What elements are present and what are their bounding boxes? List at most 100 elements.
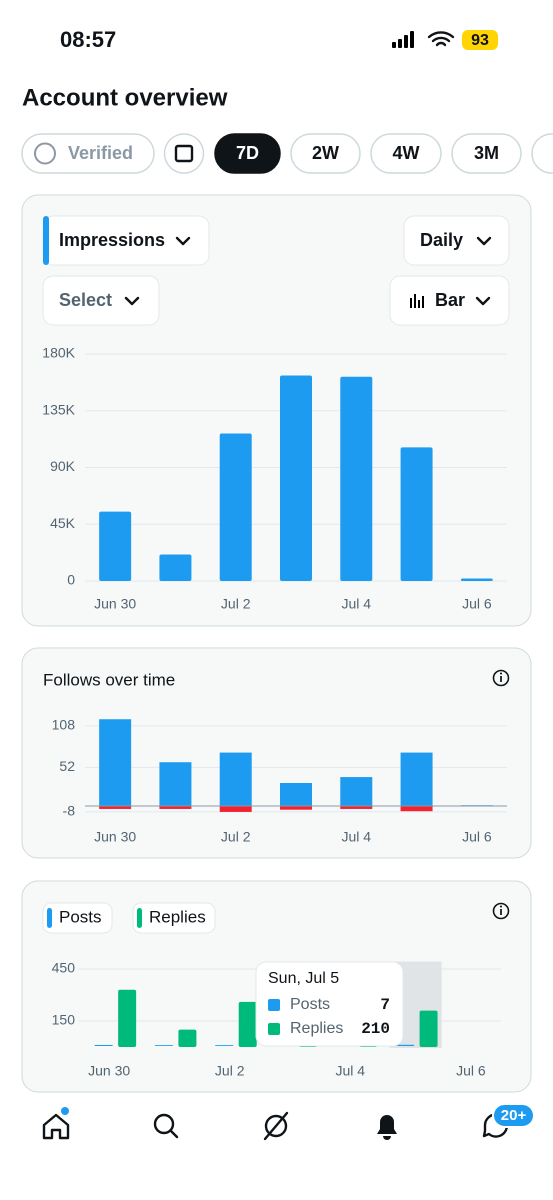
range-label: 7D [236, 143, 259, 163]
bar [159, 554, 192, 581]
x-tick-label: Jul 2 [215, 1063, 245, 1079]
tooltip-title: Sun, Jul 5 [268, 970, 339, 987]
home-tab[interactable] [42, 1113, 70, 1140]
style-label: Bar [435, 290, 465, 310]
tooltip-value: 7 [380, 996, 390, 1014]
x-tick-label: Jun 30 [88, 1063, 130, 1079]
bar [400, 805, 433, 812]
x-tick-label: Jul 4 [341, 596, 371, 612]
page-title: Account overview [22, 84, 228, 111]
chevron [476, 236, 492, 246]
bar [159, 805, 192, 809]
bar [400, 447, 433, 581]
calendar-button[interactable] [163, 133, 205, 174]
metric-color [43, 216, 49, 265]
bar [219, 433, 252, 581]
legend-posts[interactable] [42, 902, 113, 934]
tooltip-value: 210 [361, 1020, 390, 1038]
bar [340, 805, 373, 809]
x-tick-label: Jun 30 [94, 596, 136, 612]
range-label: 2W [312, 143, 339, 163]
chart-title: Follows over time [43, 670, 175, 689]
bar [154, 1045, 173, 1046]
info-icon[interactable] [492, 669, 510, 687]
verified-pill[interactable] [21, 133, 155, 174]
bar [419, 1010, 438, 1047]
verified-icon [34, 142, 56, 165]
legend-label: Posts [59, 907, 102, 926]
bar [159, 762, 192, 806]
bar [219, 805, 252, 812]
y-tick-label: 52 [59, 758, 75, 774]
bar [99, 805, 132, 809]
y-tick-label: 150 [52, 1012, 76, 1028]
metric-label: Impressions [59, 230, 165, 250]
x-tick-label: Jul 6 [462, 829, 492, 845]
home-dot [61, 1107, 69, 1115]
compare-label: Select [59, 290, 112, 310]
y-tick-label: 180K [42, 345, 75, 361]
compare-dropdown[interactable] [42, 275, 160, 326]
bar [400, 752, 433, 806]
bar [215, 1045, 234, 1046]
range-pill[interactable] [370, 133, 442, 174]
calendar-icon [174, 144, 194, 163]
tooltip-swatch [268, 999, 280, 1011]
tooltip-swatch [268, 1023, 280, 1035]
bar [396, 1044, 415, 1046]
grok-tab[interactable] [263, 1111, 289, 1141]
battery [462, 30, 498, 50]
clock: 08:57 [60, 27, 116, 52]
legend-label: Replies [149, 907, 206, 926]
style-dropdown[interactable] [389, 275, 510, 326]
range-label: 4W [393, 143, 420, 163]
more-pill[interactable] [531, 133, 553, 174]
range-pill[interactable] [290, 133, 361, 174]
x-tick-label: Jul 6 [456, 1063, 486, 1079]
y-tick-label: 90K [50, 458, 76, 474]
y-tick-label: -8 [63, 803, 76, 819]
bar [99, 719, 132, 806]
x-tick-label: Jul 6 [462, 596, 492, 612]
tooltip [255, 961, 404, 1047]
interval-dropdown[interactable] [403, 215, 510, 266]
range-pill[interactable] [214, 133, 281, 174]
range-label: 3M [474, 143, 499, 163]
x-tick-label: Jun 30 [94, 829, 136, 845]
search-tab[interactable] [153, 1113, 179, 1139]
legend-swatch [137, 908, 142, 928]
info-icon[interactable] [492, 902, 510, 920]
x-tick-label: Jul 4 [341, 829, 371, 845]
y-tick-label: 108 [52, 717, 76, 733]
interval-label: Daily [420, 230, 463, 250]
chevron [124, 296, 140, 306]
bar [340, 376, 373, 581]
x-tick-label: Jul 2 [221, 829, 251, 845]
bar [280, 805, 312, 810]
legend-replies[interactable] [132, 902, 216, 934]
bar [118, 989, 137, 1047]
bar [460, 578, 493, 581]
notifications-tab[interactable] [377, 1115, 397, 1140]
verified-label: Verified [68, 143, 133, 163]
tooltip-label: Posts [290, 996, 330, 1013]
x-tick-label: Jul 4 [335, 1063, 365, 1079]
chevron [175, 236, 191, 246]
bar [280, 375, 312, 581]
bar-icon [410, 294, 424, 308]
signal-icon [392, 31, 414, 48]
nav-bar [0, 1096, 553, 1200]
bar [178, 1029, 197, 1047]
bar [99, 511, 132, 581]
y-tick-label: 0 [67, 572, 75, 588]
tooltip-label: Replies [290, 1020, 343, 1037]
range-pill[interactable] [451, 133, 522, 174]
x-tick-label: Jul 2 [221, 596, 251, 612]
wifi-icon [427, 31, 455, 47]
chevron [475, 296, 491, 306]
badge [492, 1103, 535, 1128]
y-tick-label: 135K [42, 401, 75, 417]
bar [219, 752, 252, 806]
